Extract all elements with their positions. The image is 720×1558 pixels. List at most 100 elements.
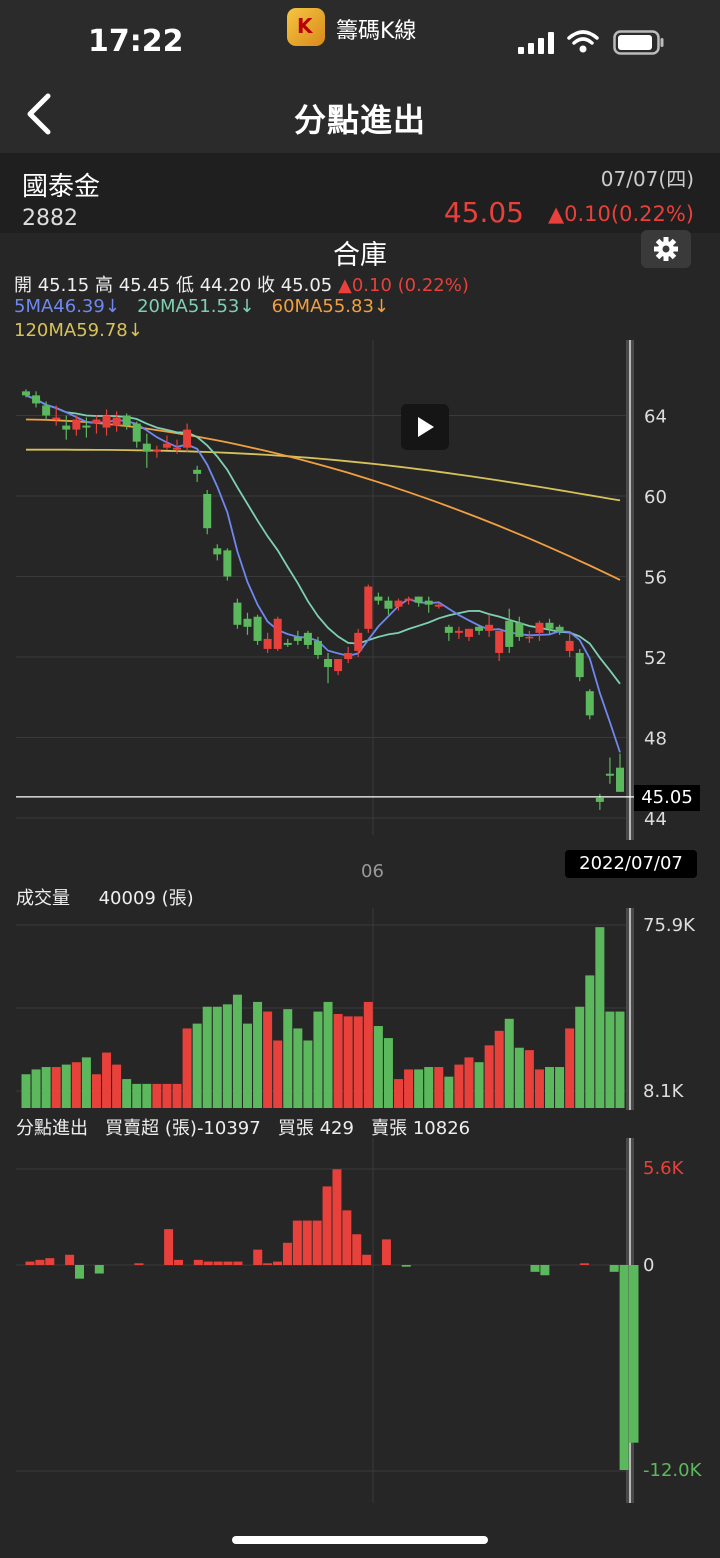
- candle-body: [122, 415, 131, 426]
- candlestick-chart[interactable]: 64 60 56 52 48 44: [0, 340, 720, 840]
- price-axis-label: 64: [644, 407, 667, 428]
- candle-body: [253, 616, 262, 641]
- ma120-value: 120MA59.78↓: [14, 320, 143, 341]
- branch-flow-bar: [381, 1239, 391, 1265]
- candle-body: [394, 600, 403, 607]
- stock-code: 2882: [22, 206, 78, 231]
- volume-bar: [202, 1006, 212, 1108]
- branch-flow-bar: [25, 1261, 35, 1265]
- signal-icon: [518, 32, 558, 54]
- candle-body: [434, 604, 443, 607]
- candle-body: [22, 391, 30, 396]
- candle-body: [565, 640, 574, 651]
- volume-bar: [363, 1001, 373, 1108]
- gear-icon: [654, 237, 678, 261]
- candle-body: [82, 425, 91, 428]
- volume-bar: [494, 1030, 504, 1108]
- volume-bar: [575, 1006, 585, 1108]
- settings-button[interactable]: [641, 230, 691, 268]
- status-bar: [0, 0, 720, 80]
- volume-bar: [283, 1009, 293, 1108]
- volume-bar: [434, 1067, 444, 1108]
- home-indicator[interactable]: [232, 1536, 488, 1544]
- candle-body: [344, 652, 353, 660]
- branch-flow-bar: [213, 1261, 223, 1265]
- volume-bar: [383, 1038, 393, 1108]
- volume-bar: [172, 1083, 182, 1108]
- candle-body: [374, 596, 383, 601]
- volume-bar: [21, 1074, 31, 1108]
- selected-date-badge: 2022/07/07: [565, 850, 697, 878]
- branch-flow-bar: [65, 1254, 75, 1265]
- ma20-value: 20MA51.53↓: [137, 296, 255, 317]
- volume-max-label: 75.9K: [643, 915, 695, 936]
- volume-bar: [142, 1083, 152, 1108]
- branch-flow-bar: [253, 1249, 263, 1265]
- open-value: 開 45.15: [14, 275, 90, 296]
- volume-bar: [41, 1067, 51, 1108]
- candle-body: [364, 586, 373, 629]
- volume-min-label: 8.1K: [643, 1081, 684, 1102]
- candle-body: [495, 630, 504, 653]
- candle-body: [132, 423, 141, 442]
- volume-bar: [323, 1001, 333, 1108]
- volume-bar: [333, 1013, 343, 1108]
- branch-flow-chart[interactable]: [0, 1138, 720, 1503]
- broker-name[interactable]: 合庫: [333, 240, 387, 271]
- branch-label: 分點進出: [16, 1118, 88, 1139]
- candle-body: [52, 417, 61, 420]
- branch-flow-bar: [332, 1169, 342, 1265]
- branch-flow-bar: [263, 1263, 273, 1265]
- volume-bar: [555, 1067, 565, 1108]
- volume-bar: [152, 1083, 162, 1108]
- candle-body: [213, 548, 222, 555]
- volume-bar: [373, 1026, 383, 1108]
- branch-flow-bar: [629, 1265, 639, 1443]
- volume-bar: [524, 1050, 534, 1108]
- candle-body: [545, 622, 554, 629]
- page-title: 分點進出: [293, 101, 426, 139]
- candle-body: [243, 618, 252, 627]
- volume-bar: [182, 1028, 192, 1108]
- back-button[interactable]: [22, 92, 62, 136]
- volume-bar: [545, 1067, 555, 1108]
- candle-body: [454, 630, 463, 633]
- branch-flow-bar: [352, 1234, 362, 1265]
- stock-price: 45.05: [443, 196, 524, 229]
- volume-bar: [605, 1011, 615, 1108]
- high-value: 高 45.45: [95, 275, 171, 296]
- volume-bar: [293, 1028, 303, 1108]
- candle-body: [62, 425, 71, 430]
- candle-body: [384, 600, 393, 609]
- candle-body: [293, 636, 302, 641]
- volume-bar: [122, 1079, 132, 1108]
- candle-body: [485, 624, 494, 631]
- volume-bar: [474, 1062, 484, 1108]
- candle-body: [92, 419, 101, 424]
- candle-body: [233, 602, 242, 625]
- volume-bar: [454, 1064, 464, 1108]
- volume-bar: [31, 1069, 41, 1108]
- branch-flow-bar: [134, 1263, 144, 1265]
- candle-body: [525, 636, 534, 639]
- candle-body: [424, 600, 433, 605]
- branch-flow-bar: [233, 1261, 243, 1265]
- play-button[interactable]: [401, 404, 449, 450]
- volume-bar: [353, 1016, 363, 1108]
- candle-body: [595, 797, 604, 802]
- volume-bar: [514, 1047, 524, 1108]
- candle-body: [102, 415, 111, 428]
- change-value: ▲0.10 (0.22%): [338, 275, 469, 296]
- volume-bar: [484, 1045, 494, 1108]
- nav-bar: [0, 80, 720, 153]
- volume-bar: [404, 1069, 414, 1108]
- branch-flow-bar: [282, 1242, 292, 1265]
- volume-chart[interactable]: [0, 908, 720, 1110]
- candle-body: [555, 626, 564, 631]
- branch-flow-bar: [35, 1259, 45, 1265]
- volume-bar: [242, 1023, 252, 1108]
- branch-sell: 賣張 10826: [371, 1118, 471, 1139]
- volume-bar: [71, 1062, 81, 1108]
- ma60-line: [25, 418, 621, 581]
- volume-bar: [585, 975, 595, 1108]
